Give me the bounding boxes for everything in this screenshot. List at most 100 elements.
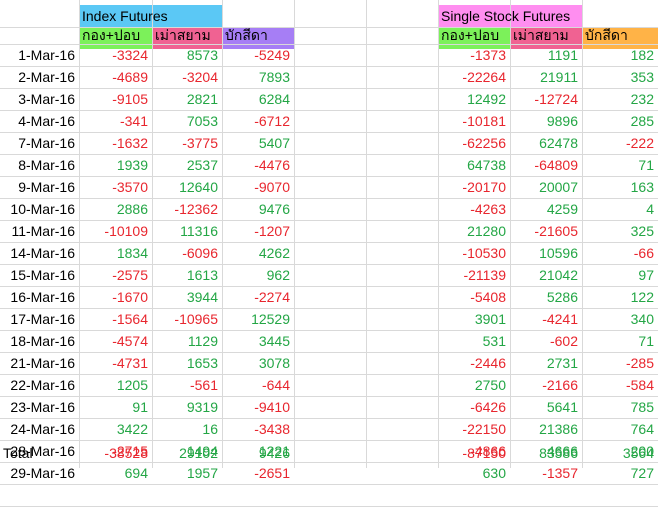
total-index-cell[interactable]: -38528 [104, 445, 148, 461]
broker-index-cell[interactable]: 7893 [258, 69, 290, 85]
broker-single-cell[interactable]: 325 [630, 223, 654, 239]
foreign-index-cell[interactable]: -6096 [182, 245, 218, 261]
header-broker[interactable]: บักสีดา [225, 27, 268, 43]
fund-index-cell[interactable]: 91 [132, 399, 148, 415]
broker-single-cell[interactable]: 163 [630, 179, 654, 195]
fund-single-cell[interactable]: -21139 [463, 267, 506, 283]
broker-single-cell[interactable]: 71 [638, 333, 654, 349]
broker-single-cell[interactable]: 353 [630, 69, 654, 85]
foreign-single-cell[interactable]: 62478 [539, 135, 578, 151]
foreign-single-cell[interactable]: -12724 [534, 91, 578, 107]
header-fund[interactable]: กอง+ปอบ [82, 27, 141, 43]
date-cell[interactable]: 16-Mar-16 [10, 289, 75, 305]
fund-single-cell[interactable]: -22264 [462, 69, 506, 85]
date-cell[interactable]: 15-Mar-16 [10, 267, 75, 283]
broker-index-cell[interactable]: -5249 [254, 47, 290, 63]
foreign-single-cell[interactable]: 4259 [546, 201, 578, 217]
broker-single-cell[interactable]: 727 [630, 465, 654, 481]
fund-single-cell[interactable]: -4866 [470, 443, 506, 459]
date-cell[interactable]: 2-Mar-16 [18, 69, 75, 85]
date-cell[interactable]: 7-Mar-16 [18, 135, 75, 151]
foreign-single-cell[interactable]: -2166 [542, 377, 578, 393]
foreign-index-cell[interactable]: 12640 [179, 179, 218, 195]
total-single-cell[interactable]: 83586 [539, 445, 578, 461]
broker-index-cell[interactable]: -9070 [254, 179, 290, 195]
fund-index-cell[interactable]: -2715 [112, 443, 148, 459]
fund-index-cell[interactable]: 694 [124, 465, 148, 481]
broker-index-cell[interactable]: -644 [261, 377, 290, 393]
foreign-single-cell[interactable]: 21042 [539, 267, 578, 283]
foreign-single-cell[interactable]: -64809 [534, 157, 578, 173]
broker-index-cell[interactable]: 1221 [258, 443, 290, 459]
fund-index-cell[interactable]: -1632 [112, 135, 148, 151]
date-cell[interactable]: 1-Mar-16 [18, 47, 75, 63]
fund-single-cell[interactable]: -22150 [462, 421, 506, 437]
total-single-cell[interactable]: -87150 [462, 445, 506, 461]
broker-single-cell[interactable]: 122 [630, 289, 654, 305]
fund-index-cell[interactable]: -3324 [112, 47, 148, 63]
broker-index-cell[interactable]: 12529 [251, 311, 290, 327]
fund-index-cell[interactable]: -341 [119, 113, 148, 129]
fund-index-cell[interactable]: -1670 [112, 289, 148, 305]
broker-single-cell[interactable]: 4 [646, 201, 654, 217]
foreign-index-cell[interactable]: 7053 [186, 113, 218, 129]
broker-single-cell[interactable]: 785 [630, 399, 654, 415]
broker-index-cell[interactable]: -1207 [254, 223, 290, 239]
broker-index-cell[interactable]: 6284 [258, 91, 290, 107]
header-broker-single[interactable]: บักสีดา [585, 27, 628, 43]
broker-index-cell[interactable]: 3445 [258, 333, 290, 349]
broker-single-cell[interactable]: 764 [630, 421, 654, 437]
fund-index-cell[interactable]: 1834 [116, 245, 148, 261]
fund-index-cell[interactable]: -2575 [112, 267, 148, 283]
foreign-single-cell[interactable]: 20007 [539, 179, 578, 195]
fund-single-cell[interactable]: 64738 [467, 157, 506, 173]
foreign-index-cell[interactable]: 16 [202, 421, 218, 437]
foreign-index-cell[interactable]: 11316 [180, 223, 218, 239]
date-cell[interactable]: 23-Mar-16 [10, 399, 75, 415]
header-fund-single[interactable]: กอง+ปอบ [441, 27, 500, 43]
broker-single-cell[interactable]: -584 [625, 377, 654, 393]
foreign-index-cell[interactable]: 1129 [187, 333, 218, 349]
total-single-cell[interactable]: 3564 [622, 445, 654, 461]
date-cell[interactable]: 9-Mar-16 [18, 179, 75, 195]
fund-single-cell[interactable]: 21280 [467, 223, 506, 239]
index-futures-title[interactable]: Index Futures [82, 8, 168, 24]
fund-index-cell[interactable]: -4731 [112, 355, 148, 371]
foreign-index-cell[interactable]: 3944 [186, 289, 218, 305]
fund-single-cell[interactable]: -5408 [470, 289, 506, 305]
fund-index-cell[interactable]: -10109 [104, 223, 148, 239]
fund-single-cell[interactable]: -20170 [462, 179, 506, 195]
date-cell[interactable]: 29-Mar-16 [10, 465, 75, 481]
foreign-single-cell[interactable]: -21605 [534, 223, 578, 239]
foreign-single-cell[interactable]: 2731 [546, 355, 578, 371]
single-stock-futures-title[interactable]: Single Stock Futures [441, 8, 571, 24]
broker-index-cell[interactable]: 9476 [258, 201, 290, 217]
date-cell[interactable]: 3-Mar-16 [18, 91, 75, 107]
total-index-cell[interactable]: 29102 [179, 445, 218, 461]
date-cell[interactable]: 28-Mar-16 [10, 443, 75, 459]
fund-single-cell[interactable]: -1373 [470, 47, 506, 63]
foreign-single-cell[interactable]: 5641 [546, 399, 578, 415]
broker-index-cell[interactable]: 4262 [258, 245, 290, 261]
header-foreign[interactable]: เม่าสยาม [155, 27, 211, 43]
header-foreign-single[interactable]: เม่าสยาม [513, 27, 569, 43]
broker-single-cell[interactable]: 340 [630, 311, 654, 327]
foreign-single-cell[interactable]: -4241 [542, 311, 578, 327]
broker-single-cell[interactable]: 200 [630, 443, 654, 459]
broker-index-cell[interactable]: -2274 [254, 289, 290, 305]
broker-single-cell[interactable]: 182 [630, 47, 654, 63]
foreign-index-cell[interactable]: 1957 [186, 465, 218, 481]
fund-single-cell[interactable]: -6426 [470, 399, 506, 415]
broker-index-cell[interactable]: 5407 [258, 135, 290, 151]
fund-index-cell[interactable]: -4574 [112, 333, 148, 349]
fund-single-cell[interactable]: -4263 [470, 201, 506, 217]
fund-single-cell[interactable]: 3901 [474, 311, 506, 327]
foreign-index-cell[interactable]: -10965 [174, 311, 218, 327]
date-cell[interactable]: 17-Mar-16 [10, 311, 75, 327]
broker-index-cell[interactable]: -3438 [254, 421, 290, 437]
fund-single-cell[interactable]: 2750 [474, 377, 506, 393]
total-label[interactable]: Total [3, 445, 33, 461]
date-cell[interactable]: 24-Mar-16 [10, 421, 75, 437]
fund-index-cell[interactable]: 2886 [116, 201, 148, 217]
